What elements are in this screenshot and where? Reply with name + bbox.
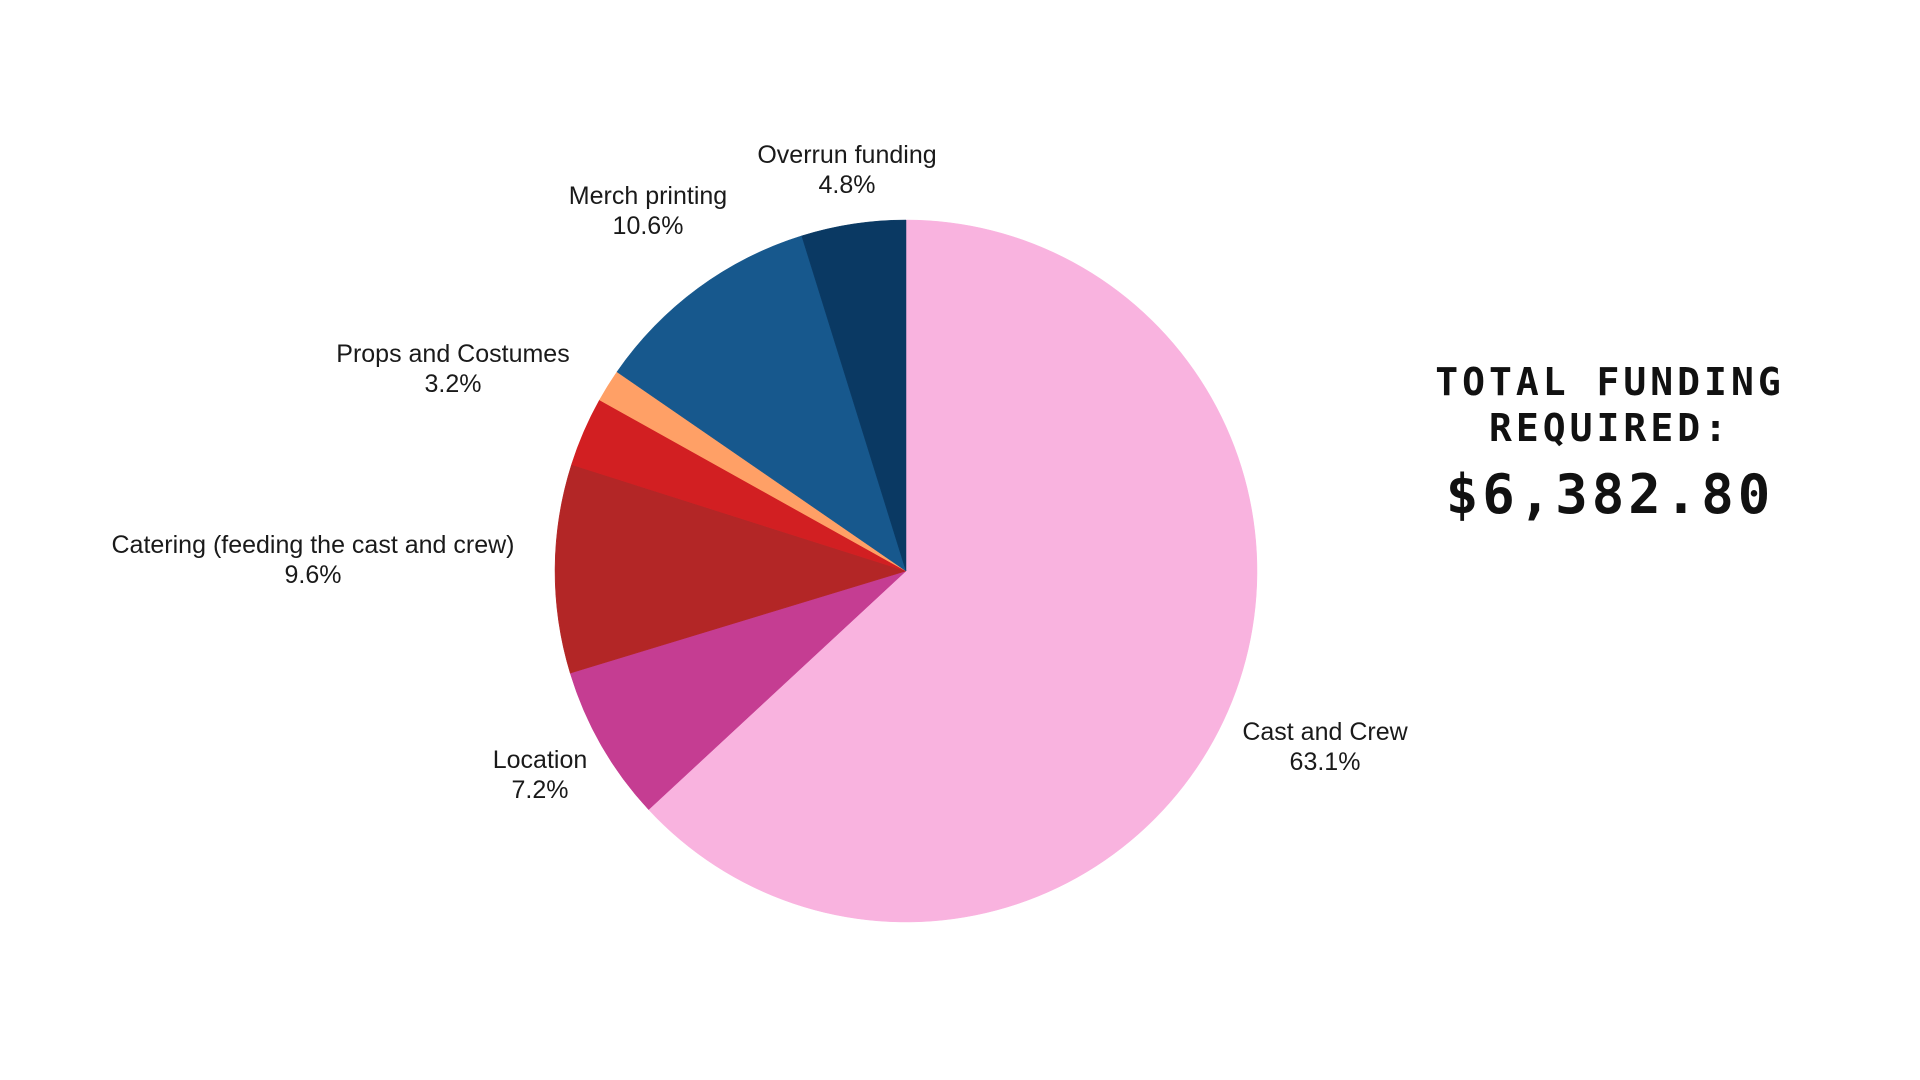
pie-slice-merch-printing [616, 235, 907, 572]
pie-slice-overrun-funding [801, 219, 907, 572]
pie-slices [554, 219, 1258, 923]
slice-label-catering-feeding-the-cast-and-crew: Catering (feeding the cast and crew) [112, 531, 515, 559]
pie-slice-location [569, 570, 907, 811]
total-funding-label: TOTAL FUNDING REQUIRED: [1435, 360, 1785, 450]
slice-label-cast-and-crew: Cast and Crew [1242, 718, 1408, 746]
total-funding-value: $6,382.80 [1445, 463, 1775, 527]
pie-slice-catering-feeding-the-cast-and-crew [554, 464, 907, 674]
slice-value-label-catering-feeding-the-cast-and-crew: 9.6% [285, 561, 342, 589]
slice-value-label-overrun-funding: 4.8% [819, 171, 876, 199]
slice-value-label-props-and-costumes: 3.2% [425, 370, 482, 398]
slice-label-overrun-funding: Overrun funding [757, 141, 936, 169]
total-funding-box: TOTAL FUNDING REQUIRED: $6,382.80 [1330, 360, 1890, 528]
pie-slice-cast-and-crew [648, 219, 1258, 923]
slice-label-merch-printing: Merch printing [569, 182, 727, 210]
slice-value-label-location: 7.2% [512, 776, 569, 804]
slice-value-label-merch-printing: 10.6% [613, 212, 684, 240]
slice-label-location: Location [493, 746, 588, 774]
slice-label-props-and-costumes: Props and Costumes [336, 340, 569, 368]
slice-value-label-cast-and-crew: 63.1% [1290, 748, 1361, 776]
